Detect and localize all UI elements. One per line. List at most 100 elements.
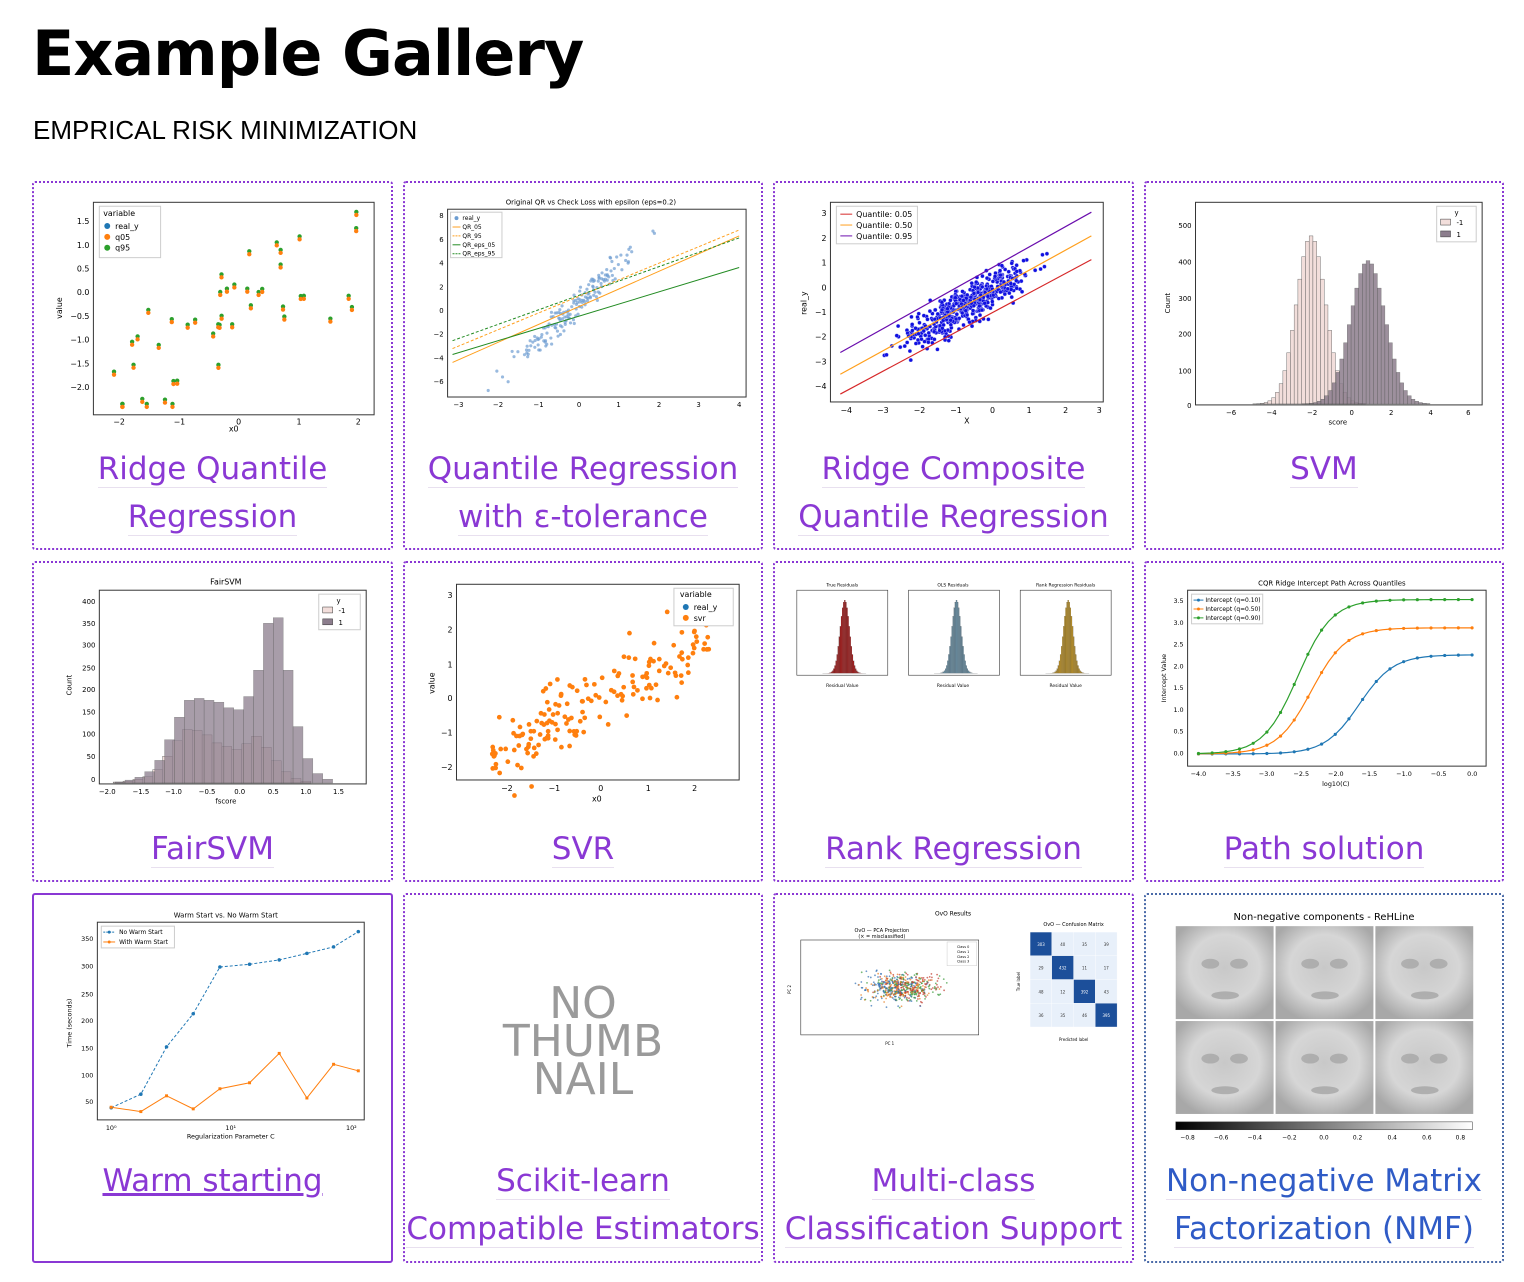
data-point (647, 695, 653, 701)
data-point (576, 312, 580, 316)
caption-line[interactable]: SVM (1290, 451, 1358, 488)
gallery-card-svr[interactable]: variable real_y svr −2 −1 0 1 2 x0 3 2 1… (403, 561, 763, 882)
histogram-bar (1328, 390, 1333, 405)
svg-text:3.0: 3.0 (1173, 619, 1183, 627)
gallery-card-ridge-quantile[interactable]: variable real_y q05 q95 −2 −1 0 1 2 x0 1… (32, 181, 393, 550)
data-point (980, 284, 985, 290)
data-point (884, 989, 887, 992)
caption-line[interactable]: with ε-tolerance (458, 499, 708, 536)
gallery-card-svm[interactable]: y -1 1 −6 −4 −2 0 2 4 6 score 500 400 30… (1144, 181, 1504, 550)
card-caption[interactable]: SVR (405, 825, 761, 873)
card-caption[interactable]: SVM (1146, 445, 1502, 493)
data-point (865, 970, 868, 973)
data-point (555, 677, 560, 682)
data-point (876, 992, 879, 995)
cm-cell-label: 303 (1037, 942, 1045, 947)
svg-text:value: value (428, 672, 437, 694)
svg-text:−2: −2 (441, 763, 453, 772)
face-eye (1329, 1053, 1348, 1064)
gallery-card-fairsvm[interactable]: FairSVM y -1 1 −2.0 −1.5 −1.0 −0.5 0.0 0… (32, 561, 393, 882)
svg-text:−0.6: −0.6 (1214, 1135, 1229, 1142)
data-point (865, 987, 867, 989)
histogram-bar (950, 636, 952, 674)
card-caption[interactable]: Quantile Regression with ε-tolerance (405, 445, 761, 541)
caption-line[interactable]: Ridge Composite (821, 451, 1086, 488)
data-point (588, 296, 592, 300)
data-point (1042, 264, 1047, 269)
data-point (628, 245, 632, 249)
caption-line[interactable]: FairSVM (151, 831, 274, 868)
data-point (1007, 290, 1012, 296)
caption-line[interactable]: Path solution (1223, 831, 1425, 868)
caption-line[interactable]: Multi-class (871, 1163, 1036, 1200)
thumbnail-path-solution: CQR Ridge Intercept Path Across Quantile… (1154, 573, 1494, 813)
data-point (531, 745, 537, 751)
data-point (1292, 682, 1296, 687)
data-point (635, 687, 640, 693)
caption-line[interactable]: Regression (127, 499, 298, 536)
histogram-bar (839, 626, 842, 674)
gallery-card-nmf[interactable]: Non-negative components - ReHLine −0.8 −… (1144, 893, 1504, 1263)
data-point (593, 692, 599, 698)
gallery-card-ridge-composite[interactable]: Quantile: 0.05 Quantile: 0.50 Quantile: … (773, 181, 1134, 550)
histogram-bar (114, 781, 126, 784)
svg-text:−2: −2 (433, 331, 443, 339)
data-point (1333, 651, 1337, 655)
data-point (925, 996, 927, 998)
histogram-bar (952, 616, 954, 674)
data-point (533, 334, 537, 339)
caption-line[interactable]: Warm starting (102, 1163, 323, 1199)
svg-text:OvO Results: OvO Results (935, 910, 971, 917)
card-caption[interactable]: Multi-class Classification Support (775, 1157, 1132, 1253)
data-point (601, 278, 606, 282)
card-caption[interactable]: Ridge Quantile Regression (34, 445, 391, 541)
data-point (1044, 251, 1050, 256)
caption-line[interactable]: Compatible Estimators (406, 1211, 760, 1248)
card-caption[interactable]: Rank Regression (775, 825, 1132, 873)
data-point (596, 279, 600, 283)
data-point (860, 994, 862, 996)
gallery-card-quantile-regression-eps[interactable]: Original QR vs Check Loss with epsilon (… (403, 181, 763, 550)
data-point (1237, 747, 1242, 751)
data-point (882, 994, 885, 997)
caption-line[interactable]: Rank Regression (825, 831, 1082, 868)
data-point (953, 295, 958, 300)
data-point (693, 634, 699, 640)
svg-text:4: 4 (737, 401, 741, 409)
caption-line[interactable]: SVR (551, 831, 615, 868)
data-point (901, 989, 903, 992)
face-mouth (1211, 991, 1239, 1000)
data-point (486, 388, 490, 393)
card-caption[interactable]: Ridge Composite Quantile Regression (775, 445, 1132, 541)
data-point (539, 720, 545, 726)
histogram-bar (1403, 390, 1408, 405)
data-point (929, 979, 932, 981)
gallery-card-multiclass[interactable]: OvO Results OvO — PCA Projection (× = mi… (773, 893, 1134, 1263)
card-caption[interactable]: Non-negative Matrix Factorization (NMF) (1146, 1157, 1502, 1253)
caption-line[interactable]: Ridge Quantile (97, 451, 328, 488)
data-point (960, 289, 965, 294)
cm-cell-label: 36 (1038, 1013, 1044, 1018)
card-caption[interactable]: Scikit-learn Compatible Estimators (405, 1157, 761, 1253)
caption-line[interactable]: Classification Support (784, 1211, 1123, 1248)
svg-text:OvO — PCA Projection: OvO — PCA Projection (855, 928, 910, 934)
gallery-card-rank-regression[interactable]: True Residuals OLS Residuals Rank Regres… (773, 561, 1134, 882)
caption-line[interactable]: Quantile Regression (427, 451, 739, 488)
card-caption[interactable]: Path solution (1146, 825, 1502, 873)
gallery-card-path-solution[interactable]: CQR Ridge Intercept Path Across Quantile… (1144, 561, 1504, 882)
data-point (880, 983, 883, 986)
data-point (1224, 750, 1228, 754)
gallery-card-scikit-learn[interactable]: NO THUMB NAIL Scikit-learn Compatible Es… (403, 893, 763, 1263)
data-point (945, 306, 950, 311)
card-caption[interactable]: Warm starting (34, 1157, 391, 1205)
card-caption[interactable]: FairSVM (34, 825, 391, 873)
gallery-card-warm-starting[interactable]: Warm Start vs. No Warm Start No Warm Sta… (32, 893, 393, 1263)
data-point (612, 266, 616, 271)
caption-line[interactable]: Scikit-learn (496, 1163, 670, 1200)
thumbnail-svm: y -1 1 −6 −4 −2 0 2 4 6 score 500 400 30… (1154, 193, 1494, 433)
caption-line[interactable]: Quantile Regression (798, 499, 1109, 536)
caption-line[interactable]: Factorization (NMF) (1174, 1211, 1474, 1248)
caption-line[interactable]: Non-negative Matrix (1165, 1163, 1483, 1200)
data-point (965, 292, 970, 298)
data-point (899, 994, 902, 997)
